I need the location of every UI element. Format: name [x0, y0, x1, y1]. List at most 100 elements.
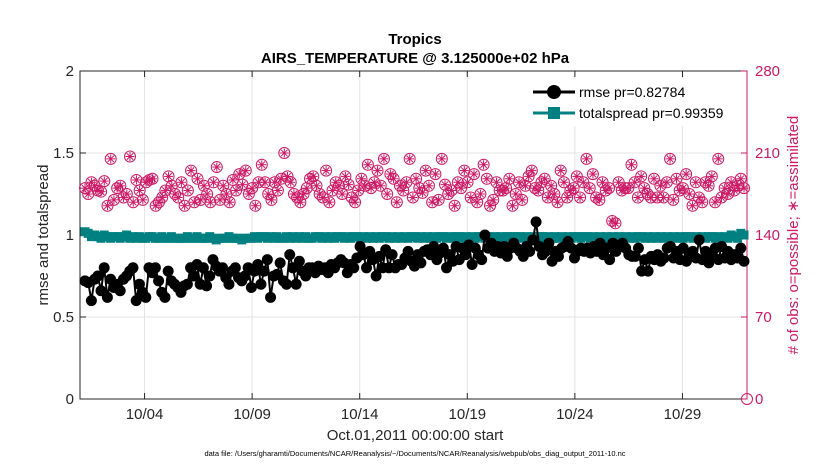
- asterisk-stroke: [682, 170, 690, 178]
- asterisk-stroke: [402, 178, 411, 186]
- obs-possible-marker: [265, 193, 278, 206]
- y-tick-label-left: 0.5: [53, 309, 74, 326]
- obs-possible-marker: [654, 179, 667, 192]
- rmse-point: [524, 245, 536, 257]
- obs-possible-marker: [448, 199, 461, 212]
- obs-assimilated-marker: [716, 193, 726, 203]
- asterisk-stroke: [486, 202, 494, 210]
- obs-assimilated-marker: [369, 177, 379, 187]
- rmse-point: [217, 262, 229, 274]
- obs-assimilated-marker: [707, 171, 717, 181]
- asterisk-stroke: [126, 152, 134, 161]
- obs-possible-marker: [210, 161, 223, 174]
- asterisk-stroke: [599, 178, 607, 186]
- asterisk-stroke: [203, 190, 211, 198]
- axis-ticks: 10/04 10/09 10/14 10/19 10/24 10/29 0 0.5 1 1.5 2 0…: [53, 63, 780, 423]
- obs-assimilated-marker: [633, 193, 643, 203]
- obs-possible-marker: [422, 179, 435, 192]
- asterisk-stroke: [107, 155, 115, 163]
- obs-possible-marker: [512, 176, 525, 189]
- rmse-point: [290, 278, 302, 290]
- rmse-point: [281, 278, 293, 290]
- obs-assimilated-marker: [688, 201, 698, 211]
- obs-assimilated-marker: [376, 181, 386, 191]
- asterisk-stroke: [242, 167, 250, 175]
- obs-possible-marker: [316, 191, 329, 204]
- obs-assimilated-marker: [527, 166, 537, 176]
- asterisk-stroke: [312, 182, 321, 190]
- asterisk-stroke: [222, 190, 230, 198]
- obs-possible-marker: [445, 184, 458, 197]
- asterisk-stroke: [193, 175, 202, 183]
- obs-possible-marker: [551, 196, 564, 209]
- legend: rmse pr=0.82784 totalspread pr=0.99359: [527, 78, 741, 126]
- obs-possible-marker: [181, 184, 194, 197]
- obs-assimilated-marker: [559, 177, 569, 187]
- rmse-point: [415, 257, 427, 269]
- obs-possible-marker: [574, 191, 587, 204]
- asterisk-stroke: [187, 167, 195, 175]
- obs-assimilated-marker: [270, 177, 280, 187]
- asterisk-stroke: [553, 198, 562, 206]
- obs-assimilated-marker: [212, 162, 222, 172]
- x-tick-label: 10/09: [233, 406, 271, 423]
- obs-assimilated-marker: [295, 197, 305, 207]
- asterisk-stroke: [547, 182, 555, 190]
- obs-assimilated-marker: [549, 189, 559, 199]
- obs-assimilated-marker: [196, 195, 206, 205]
- asterisk-stroke: [579, 178, 587, 186]
- legend-spread-marker: [548, 107, 560, 119]
- obs-assimilated-marker: [176, 177, 186, 187]
- asterisk-stroke: [463, 178, 472, 186]
- obs-assimilated-marker: [373, 166, 383, 176]
- obs-possible-marker: [349, 196, 362, 209]
- obs-assimilated-marker: [408, 193, 418, 203]
- obs-assimilated-marker: [713, 154, 723, 164]
- obs-possible-marker: [664, 152, 677, 165]
- obs-assimilated-marker: [241, 166, 251, 176]
- asterisk-stroke: [184, 186, 192, 195]
- obs-possible-marker: [146, 172, 159, 185]
- obs-possible-marker: [635, 170, 648, 183]
- obs-possible-marker: [625, 158, 638, 171]
- obs-assimilated-marker: [572, 171, 582, 181]
- obs-possible-marker: [204, 196, 217, 209]
- obs-assimilated-marker: [736, 174, 746, 184]
- chart-title-line1: Tropics: [388, 31, 441, 48]
- obs-possible-marker: [432, 193, 445, 206]
- asterisk-stroke: [611, 219, 619, 227]
- asterisk-stroke: [238, 181, 247, 189]
- obs-assimilated-marker: [321, 166, 331, 176]
- obs-possible-marker: [426, 196, 439, 209]
- rmse-point: [642, 265, 654, 277]
- obs-assimilated-marker: [398, 185, 408, 195]
- obs-possible-marker: [416, 186, 429, 199]
- rmse-point: [530, 216, 542, 228]
- asterisk-stroke: [110, 196, 118, 204]
- obs-possible-marker: [313, 188, 326, 200]
- obs-possible-marker: [387, 172, 400, 185]
- asterisk-stroke: [181, 202, 189, 210]
- obs-possible-marker: [403, 152, 416, 165]
- asterisk-stroke: [460, 167, 468, 175]
- rmse-point: [188, 270, 200, 282]
- asterisk-stroke: [534, 186, 542, 195]
- rmse-point: [348, 262, 360, 274]
- obs-assimilated-marker: [266, 195, 276, 205]
- asterisk-stroke: [264, 190, 272, 198]
- obs-possible-marker: [368, 176, 381, 189]
- asterisk-stroke: [267, 196, 276, 204]
- obs-assimilated-marker: [678, 183, 688, 193]
- obs-assimilated-marker: [221, 189, 231, 199]
- obs-possible-marker: [355, 172, 368, 185]
- rmse-point: [140, 291, 152, 303]
- obs-possible-marker: [120, 188, 133, 200]
- obs-possible-marker: [429, 168, 442, 181]
- obs-assimilated-marker: [588, 169, 598, 179]
- obs-assimilated-marker: [581, 154, 591, 164]
- obs-possible-marker: [149, 199, 162, 212]
- obs-assimilated-marker: [604, 183, 614, 193]
- obs-possible-marker: [175, 176, 188, 189]
- obs-possible-marker: [647, 172, 660, 185]
- asterisk-stroke: [322, 167, 330, 175]
